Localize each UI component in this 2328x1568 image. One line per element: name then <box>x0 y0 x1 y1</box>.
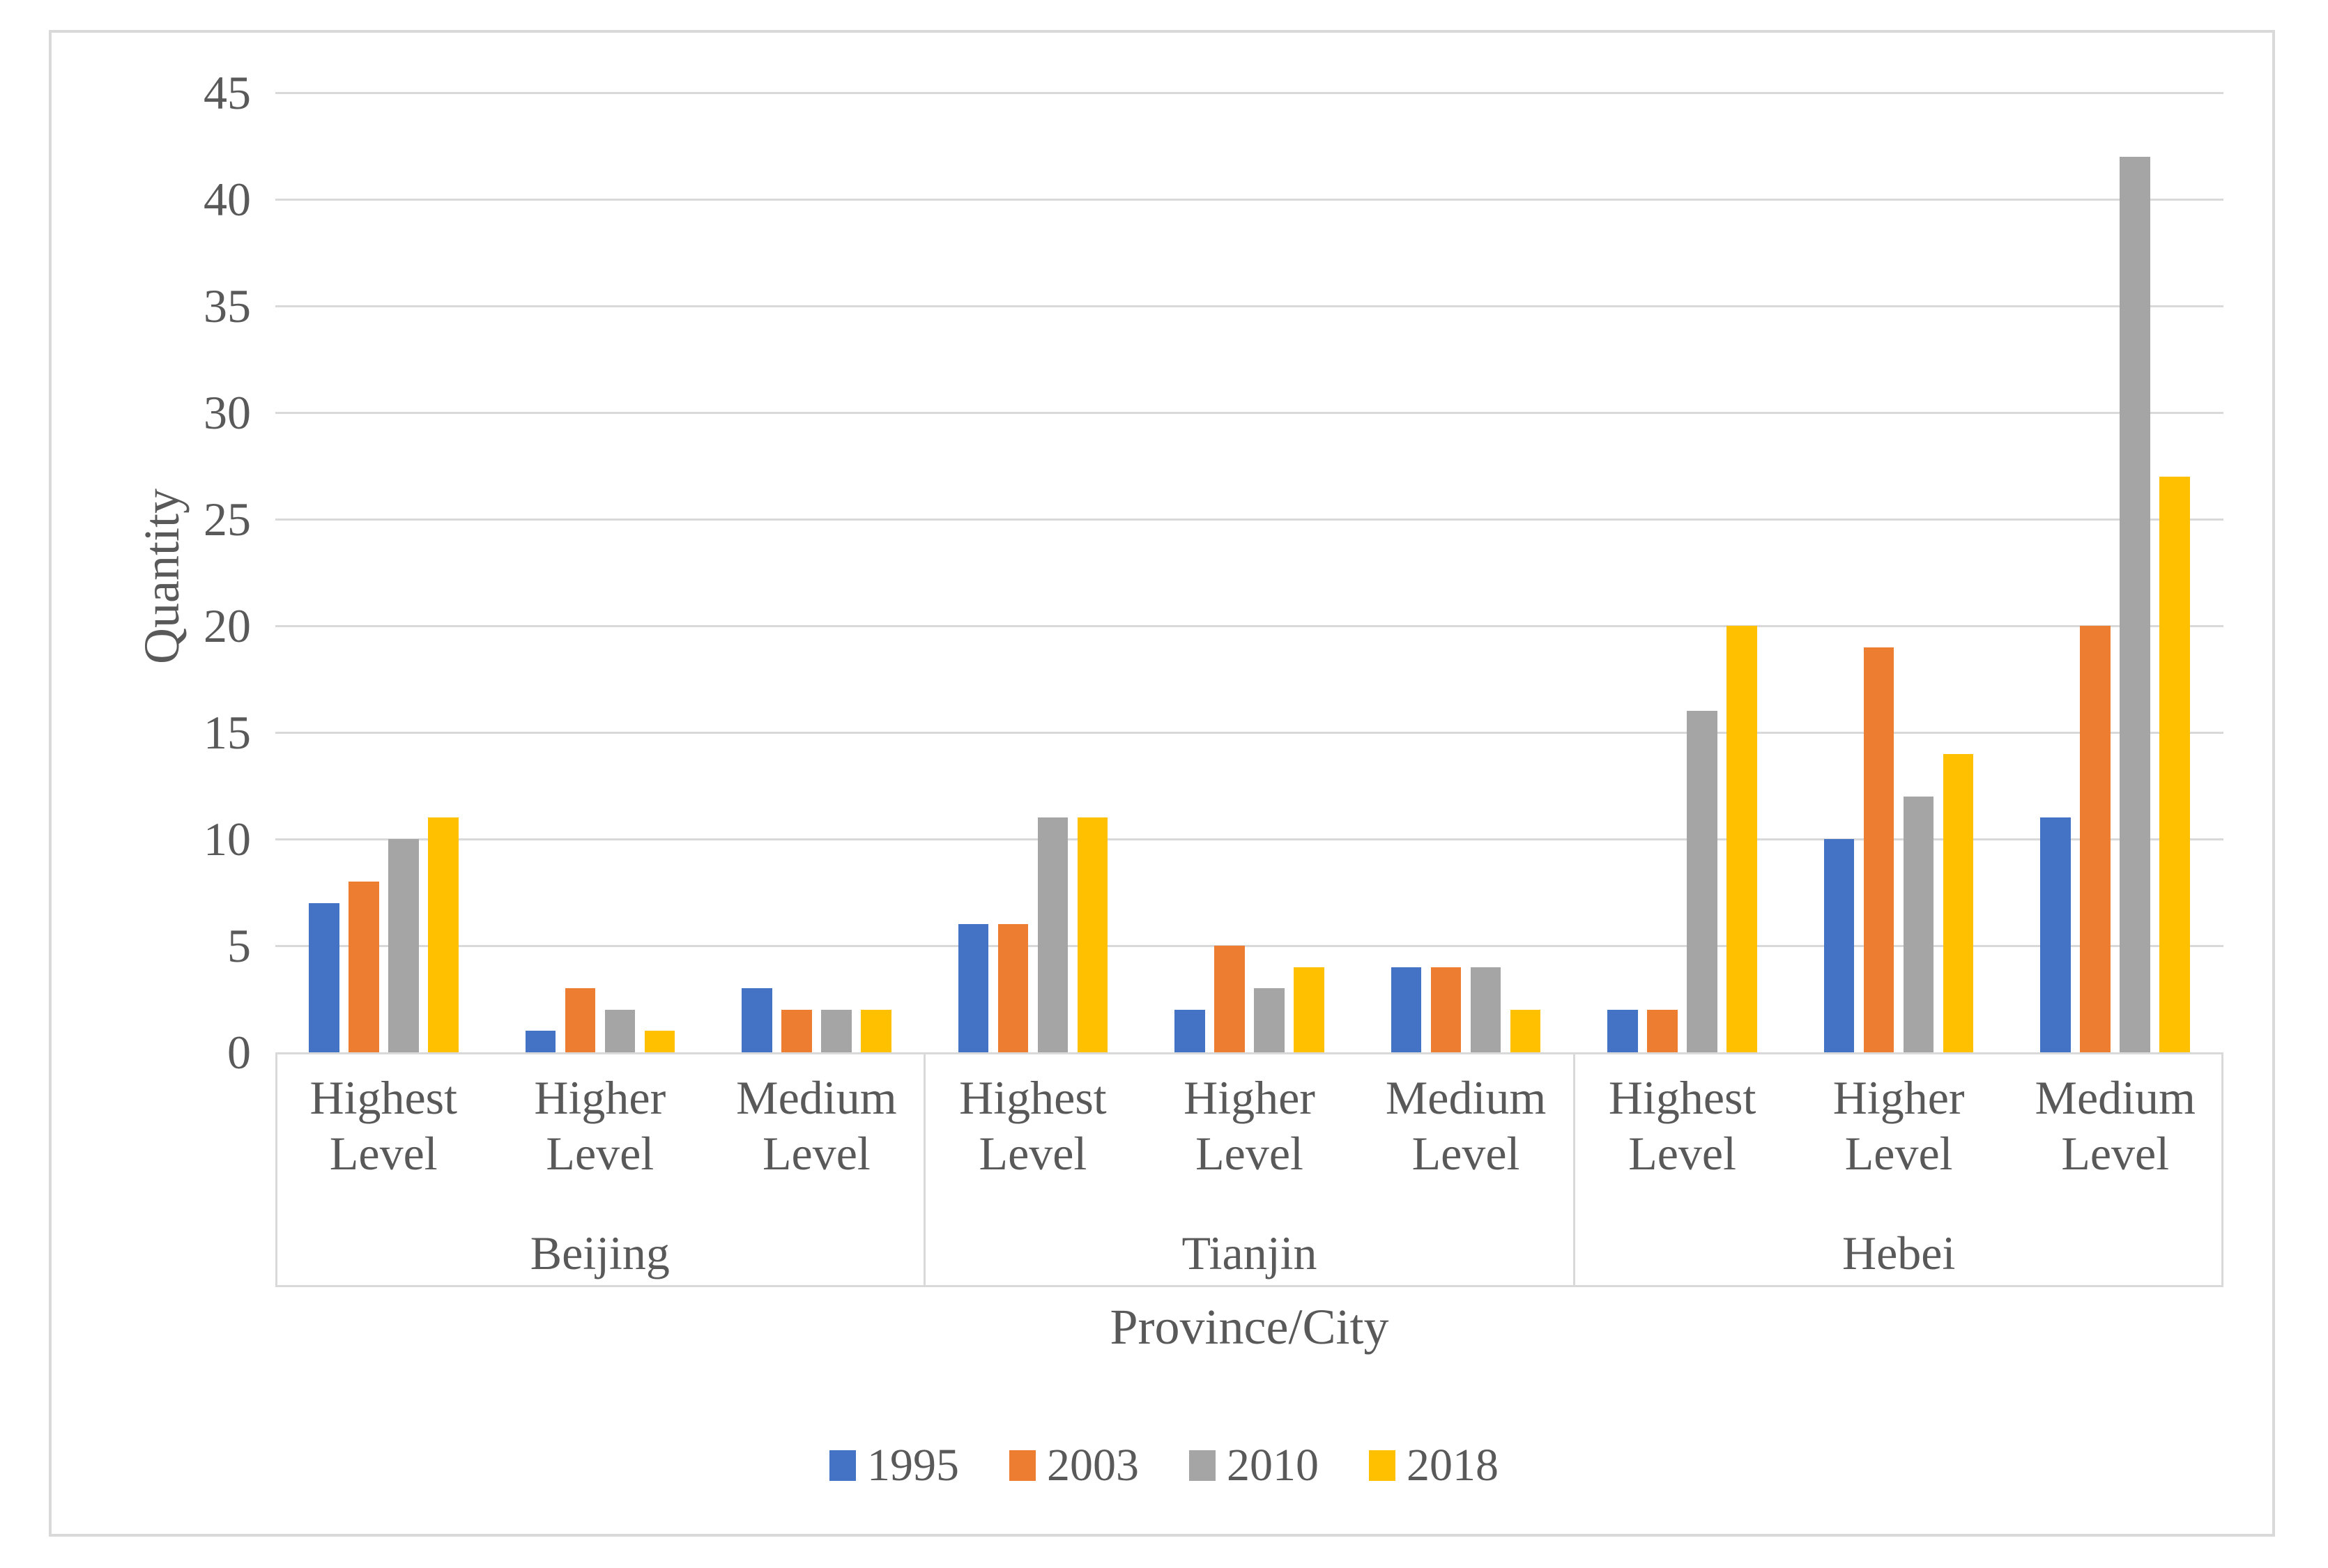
x-axis-title: Province/City <box>1110 1299 1389 1355</box>
gridline <box>275 944 2223 947</box>
bar-2010 <box>821 1009 852 1052</box>
bar-2003 <box>1863 647 1894 1052</box>
bar-2018 <box>1726 626 1757 1052</box>
bar-2018 <box>861 1009 891 1052</box>
bar-1995 <box>309 902 339 1052</box>
y-tick-label: 15 <box>204 706 251 759</box>
y-tick-label: 35 <box>204 279 251 332</box>
gridline <box>275 91 2223 94</box>
chart-border-frame <box>49 30 2275 1537</box>
group-label: Beijing <box>530 1227 670 1279</box>
bar-2003 <box>781 1009 812 1052</box>
group-label: Tianjin <box>1181 1227 1317 1279</box>
bar-1995 <box>1174 1009 1205 1052</box>
category-label: Medium Level <box>1385 1071 1547 1180</box>
bar-2010 <box>2120 156 2150 1052</box>
category-label: Higher Level <box>534 1071 666 1180</box>
legend: 1995 2003 2010 2018 <box>0 1434 2328 1497</box>
bar-1995 <box>1391 967 1422 1052</box>
plot-area <box>275 91 2223 1052</box>
bar-2018 <box>1510 1009 1541 1052</box>
bar-2003 <box>997 924 1029 1052</box>
category-label: Higher Level <box>1832 1071 1965 1180</box>
gridline <box>275 305 2223 307</box>
bar-2003 <box>349 882 379 1052</box>
y-tick-label: 0 <box>227 1026 251 1079</box>
legend-label: 2018 <box>1407 1440 1499 1491</box>
gridline <box>275 624 2223 627</box>
y-tick-label: 5 <box>227 919 251 972</box>
y-tick-label: 20 <box>204 599 251 652</box>
bar-2010 <box>1254 988 1285 1052</box>
bar-2010 <box>604 1009 636 1052</box>
legend-item: 1995 <box>829 1434 959 1497</box>
bar-2018 <box>1943 753 1974 1052</box>
group-divider <box>1572 1052 1575 1287</box>
group-label: Hebei <box>1841 1227 1956 1279</box>
bar-2018 <box>2159 476 2190 1052</box>
legend-label: 1995 <box>867 1440 959 1491</box>
legend-swatch <box>829 1450 856 1481</box>
gridline <box>275 518 2223 521</box>
bar-1995 <box>1607 1009 1638 1052</box>
category-axis-box <box>275 1052 2223 1287</box>
legend-swatch <box>1369 1450 1395 1481</box>
bar-2010 <box>388 839 419 1052</box>
bar-2003 <box>565 988 596 1052</box>
y-axis-tick-labels: 0 5 10 15 20 25 30 35 40 45 <box>49 0 251 1568</box>
bar-1995 <box>525 1031 556 1052</box>
bar-2003 <box>1430 967 1462 1052</box>
y-tick-label: 30 <box>204 386 251 439</box>
bar-1995 <box>742 988 772 1052</box>
bar-2018 <box>644 1031 675 1052</box>
group-divider <box>924 1052 926 1287</box>
bar-1995 <box>1823 839 1855 1052</box>
legend-item: 2010 <box>1189 1434 1319 1497</box>
bar-2010 <box>1903 796 1934 1052</box>
bar-2018 <box>1294 967 1324 1052</box>
y-tick-label: 25 <box>204 493 251 546</box>
gridline <box>275 838 2223 840</box>
bar-2010 <box>1470 967 1501 1052</box>
category-label: Medium Level <box>2035 1071 2196 1180</box>
bar-2010 <box>1687 711 1717 1052</box>
bar-2018 <box>428 817 459 1052</box>
category-label: Higher Level <box>1184 1071 1315 1180</box>
bar-2003 <box>1647 1009 1678 1052</box>
y-tick-label: 10 <box>204 813 251 866</box>
bar-2003 <box>1214 946 1245 1052</box>
category-label: Highest Level <box>1608 1071 1756 1180</box>
legend-swatch <box>1009 1450 1036 1481</box>
bar-1995 <box>2040 817 2071 1052</box>
y-tick-label: 40 <box>204 173 251 226</box>
category-label: Highest Level <box>309 1071 458 1180</box>
bar-1995 <box>958 924 989 1052</box>
bar-2018 <box>1077 817 1108 1052</box>
legend-label: 2003 <box>1047 1440 1139 1491</box>
y-tick-label: 45 <box>204 66 251 119</box>
legend-item: 2003 <box>1009 1434 1139 1497</box>
category-label: Medium Level <box>736 1071 897 1180</box>
category-label: Highest Level <box>959 1071 1107 1180</box>
gridline <box>275 411 2223 414</box>
legend-item: 2018 <box>1369 1434 1499 1497</box>
legend-swatch <box>1189 1450 1216 1481</box>
legend-label: 2010 <box>1227 1440 1319 1491</box>
bar-2003 <box>2080 626 2111 1052</box>
gridline <box>275 198 2223 201</box>
bar-2010 <box>1037 817 1069 1052</box>
gridline <box>275 731 2223 734</box>
